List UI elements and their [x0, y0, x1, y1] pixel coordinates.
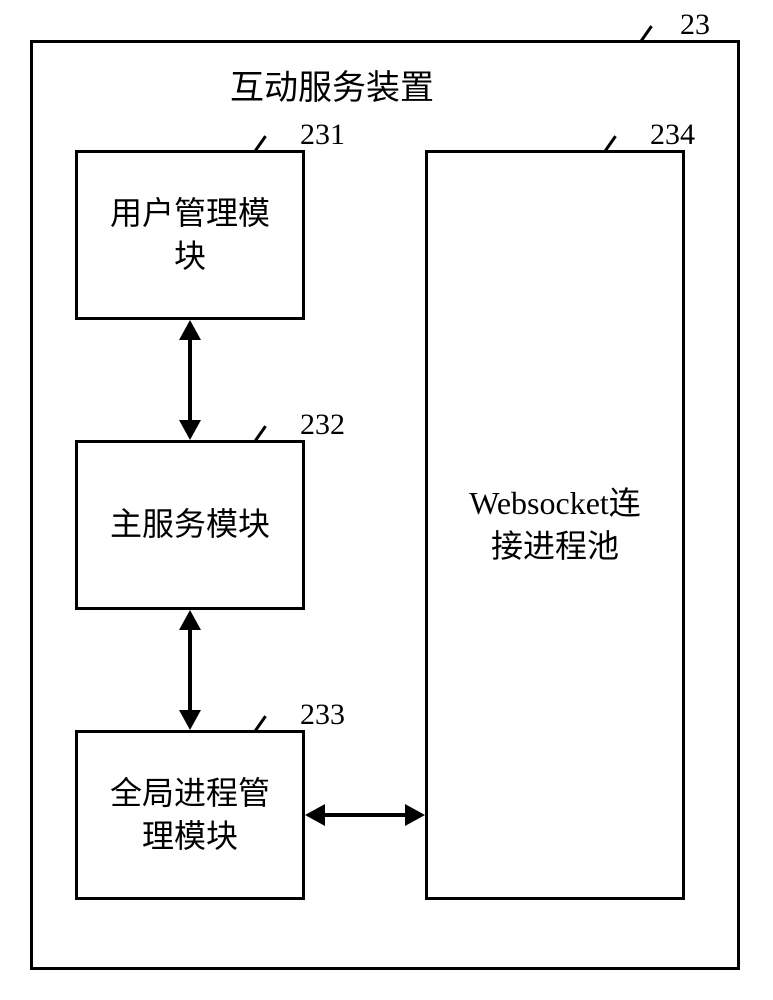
- arrow-head-left: [305, 804, 325, 826]
- block-main-service: 主服务模块: [75, 440, 305, 610]
- outer-title: 互动服务装置: [230, 60, 434, 109]
- ref-234: 234: [650, 118, 695, 152]
- ref-232: 232: [300, 408, 345, 442]
- arrow-shaft: [188, 340, 192, 420]
- arrow-head-right: [405, 804, 425, 826]
- arrow-head-down: [179, 420, 201, 440]
- arrow-head-up: [179, 320, 201, 340]
- ref-231: 231: [300, 118, 345, 152]
- arrow-head-down: [179, 710, 201, 730]
- block-global-process-mgmt: 全局进程管理模块: [75, 730, 305, 900]
- block-main-service-label: 主服务模块: [110, 503, 270, 546]
- block-user-mgmt: 用户管理模块: [75, 150, 305, 320]
- block-global-process-mgmt-label: 全局进程管理模块: [100, 772, 280, 858]
- arrow-shaft: [188, 630, 192, 710]
- ref-233: 233: [300, 698, 345, 732]
- block-user-mgmt-label: 用户管理模块: [100, 192, 280, 278]
- arrow-head-up: [179, 610, 201, 630]
- outer-ref-label: 23: [680, 8, 710, 42]
- block-websocket-pool-label: Websocket连接进程池: [455, 482, 655, 568]
- diagram-canvas: 互动服务装置 23 用户管理模块 231 主服务模块 232 全局进程管理模块 …: [0, 0, 773, 1000]
- arrow-shaft: [325, 813, 405, 817]
- block-websocket-pool: Websocket连接进程池: [425, 150, 685, 900]
